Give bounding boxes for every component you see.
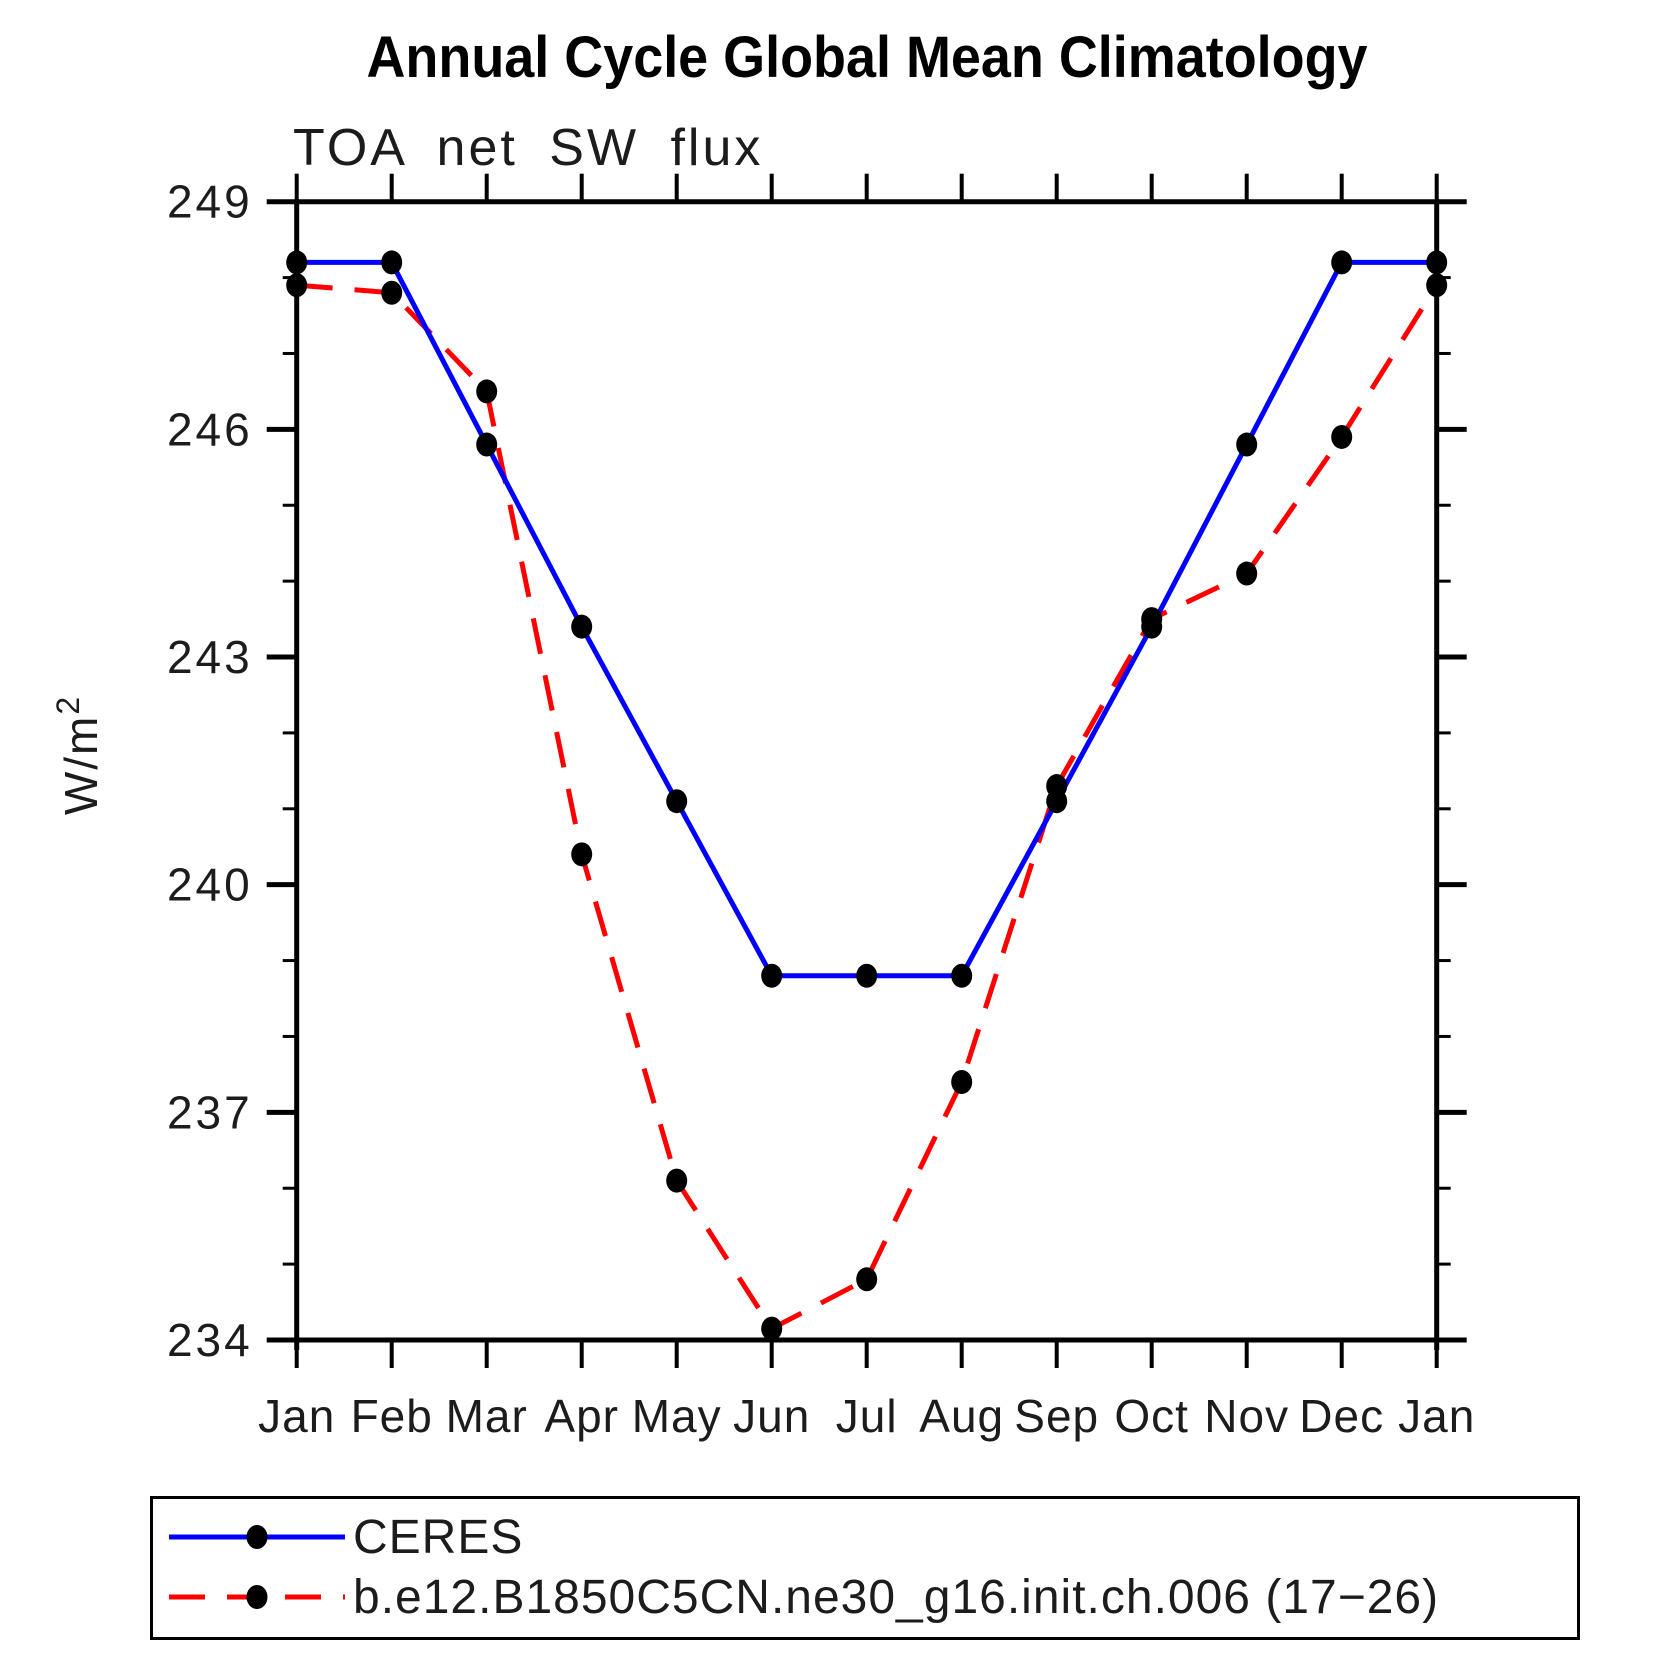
- legend-label-model: b.e12.B1850C5CN.ne30_g16.init.ch.006 (17…: [353, 1570, 1440, 1624]
- y-tick-label: 243: [167, 631, 253, 683]
- data-point: [761, 1316, 783, 1341]
- x-tick-label: Jan: [1398, 1390, 1475, 1442]
- data-point: [286, 273, 308, 298]
- y-tick-label: 246: [167, 403, 253, 455]
- legend-label-ceres: CERES: [353, 1510, 524, 1564]
- x-tick-label: Oct: [1114, 1390, 1189, 1442]
- x-tick-label: Mar: [446, 1390, 528, 1442]
- chart-subtitle: TOA net SW flux: [293, 119, 764, 177]
- x-tick-label: Jul: [836, 1390, 898, 1442]
- data-point: [381, 250, 403, 275]
- x-tick-label: Apr: [544, 1390, 619, 1442]
- data-point: [1426, 250, 1448, 275]
- x-tick-label: Aug: [919, 1390, 1004, 1442]
- data-point: [856, 1267, 878, 1292]
- x-tick-label: Sep: [1014, 1390, 1099, 1442]
- y-tick-label: 234: [167, 1314, 253, 1366]
- data-point: [1046, 774, 1068, 799]
- legend-row-model: b.e12.B1850C5CN.ne30_g16.init.ch.006 (17…: [167, 1567, 1439, 1627]
- data-point: [856, 963, 878, 988]
- data-point: [476, 379, 498, 404]
- data-point: [1331, 424, 1353, 449]
- legend: CERES b.e12.B1850C5CN.ne30_g16.init.ch.0…: [150, 1496, 1580, 1640]
- data-point: [951, 1069, 973, 1094]
- y-tick-label: 249: [167, 176, 253, 228]
- page-title: Annual Cycle Global Mean Climatology: [366, 25, 1368, 90]
- data-point: [571, 842, 593, 867]
- data-point: [666, 1168, 688, 1193]
- data-point: [1426, 273, 1448, 298]
- data-point: [1236, 432, 1258, 457]
- data-point: [1141, 607, 1163, 632]
- ceres-line-marker-icon: [169, 1525, 345, 1549]
- x-tick-label: Dec: [1299, 1390, 1384, 1442]
- x-tick-label: Feb: [351, 1390, 433, 1442]
- x-tick-label: Jun: [733, 1390, 810, 1442]
- data-point: [666, 789, 688, 814]
- data-point: [761, 963, 783, 988]
- data-point: [1236, 561, 1258, 586]
- x-tick-label: May: [632, 1390, 722, 1442]
- y-axis-unit-label: W/m2: [50, 695, 107, 815]
- data-point: [571, 614, 593, 639]
- model-dashed-line-marker-icon: [169, 1585, 345, 1609]
- legend-row-ceres: CERES: [167, 1507, 523, 1567]
- y-tick-label: 240: [167, 859, 253, 911]
- x-tick-label: Jan: [258, 1390, 335, 1442]
- data-point: [951, 963, 973, 988]
- data-point: [286, 250, 308, 275]
- x-tick-label: Nov: [1204, 1390, 1289, 1442]
- data-point: [381, 280, 403, 305]
- data-point: [476, 432, 498, 457]
- y-tick-label: 237: [167, 1086, 253, 1138]
- data-point: [1331, 250, 1353, 275]
- series-line-b: [296, 282, 1439, 1332]
